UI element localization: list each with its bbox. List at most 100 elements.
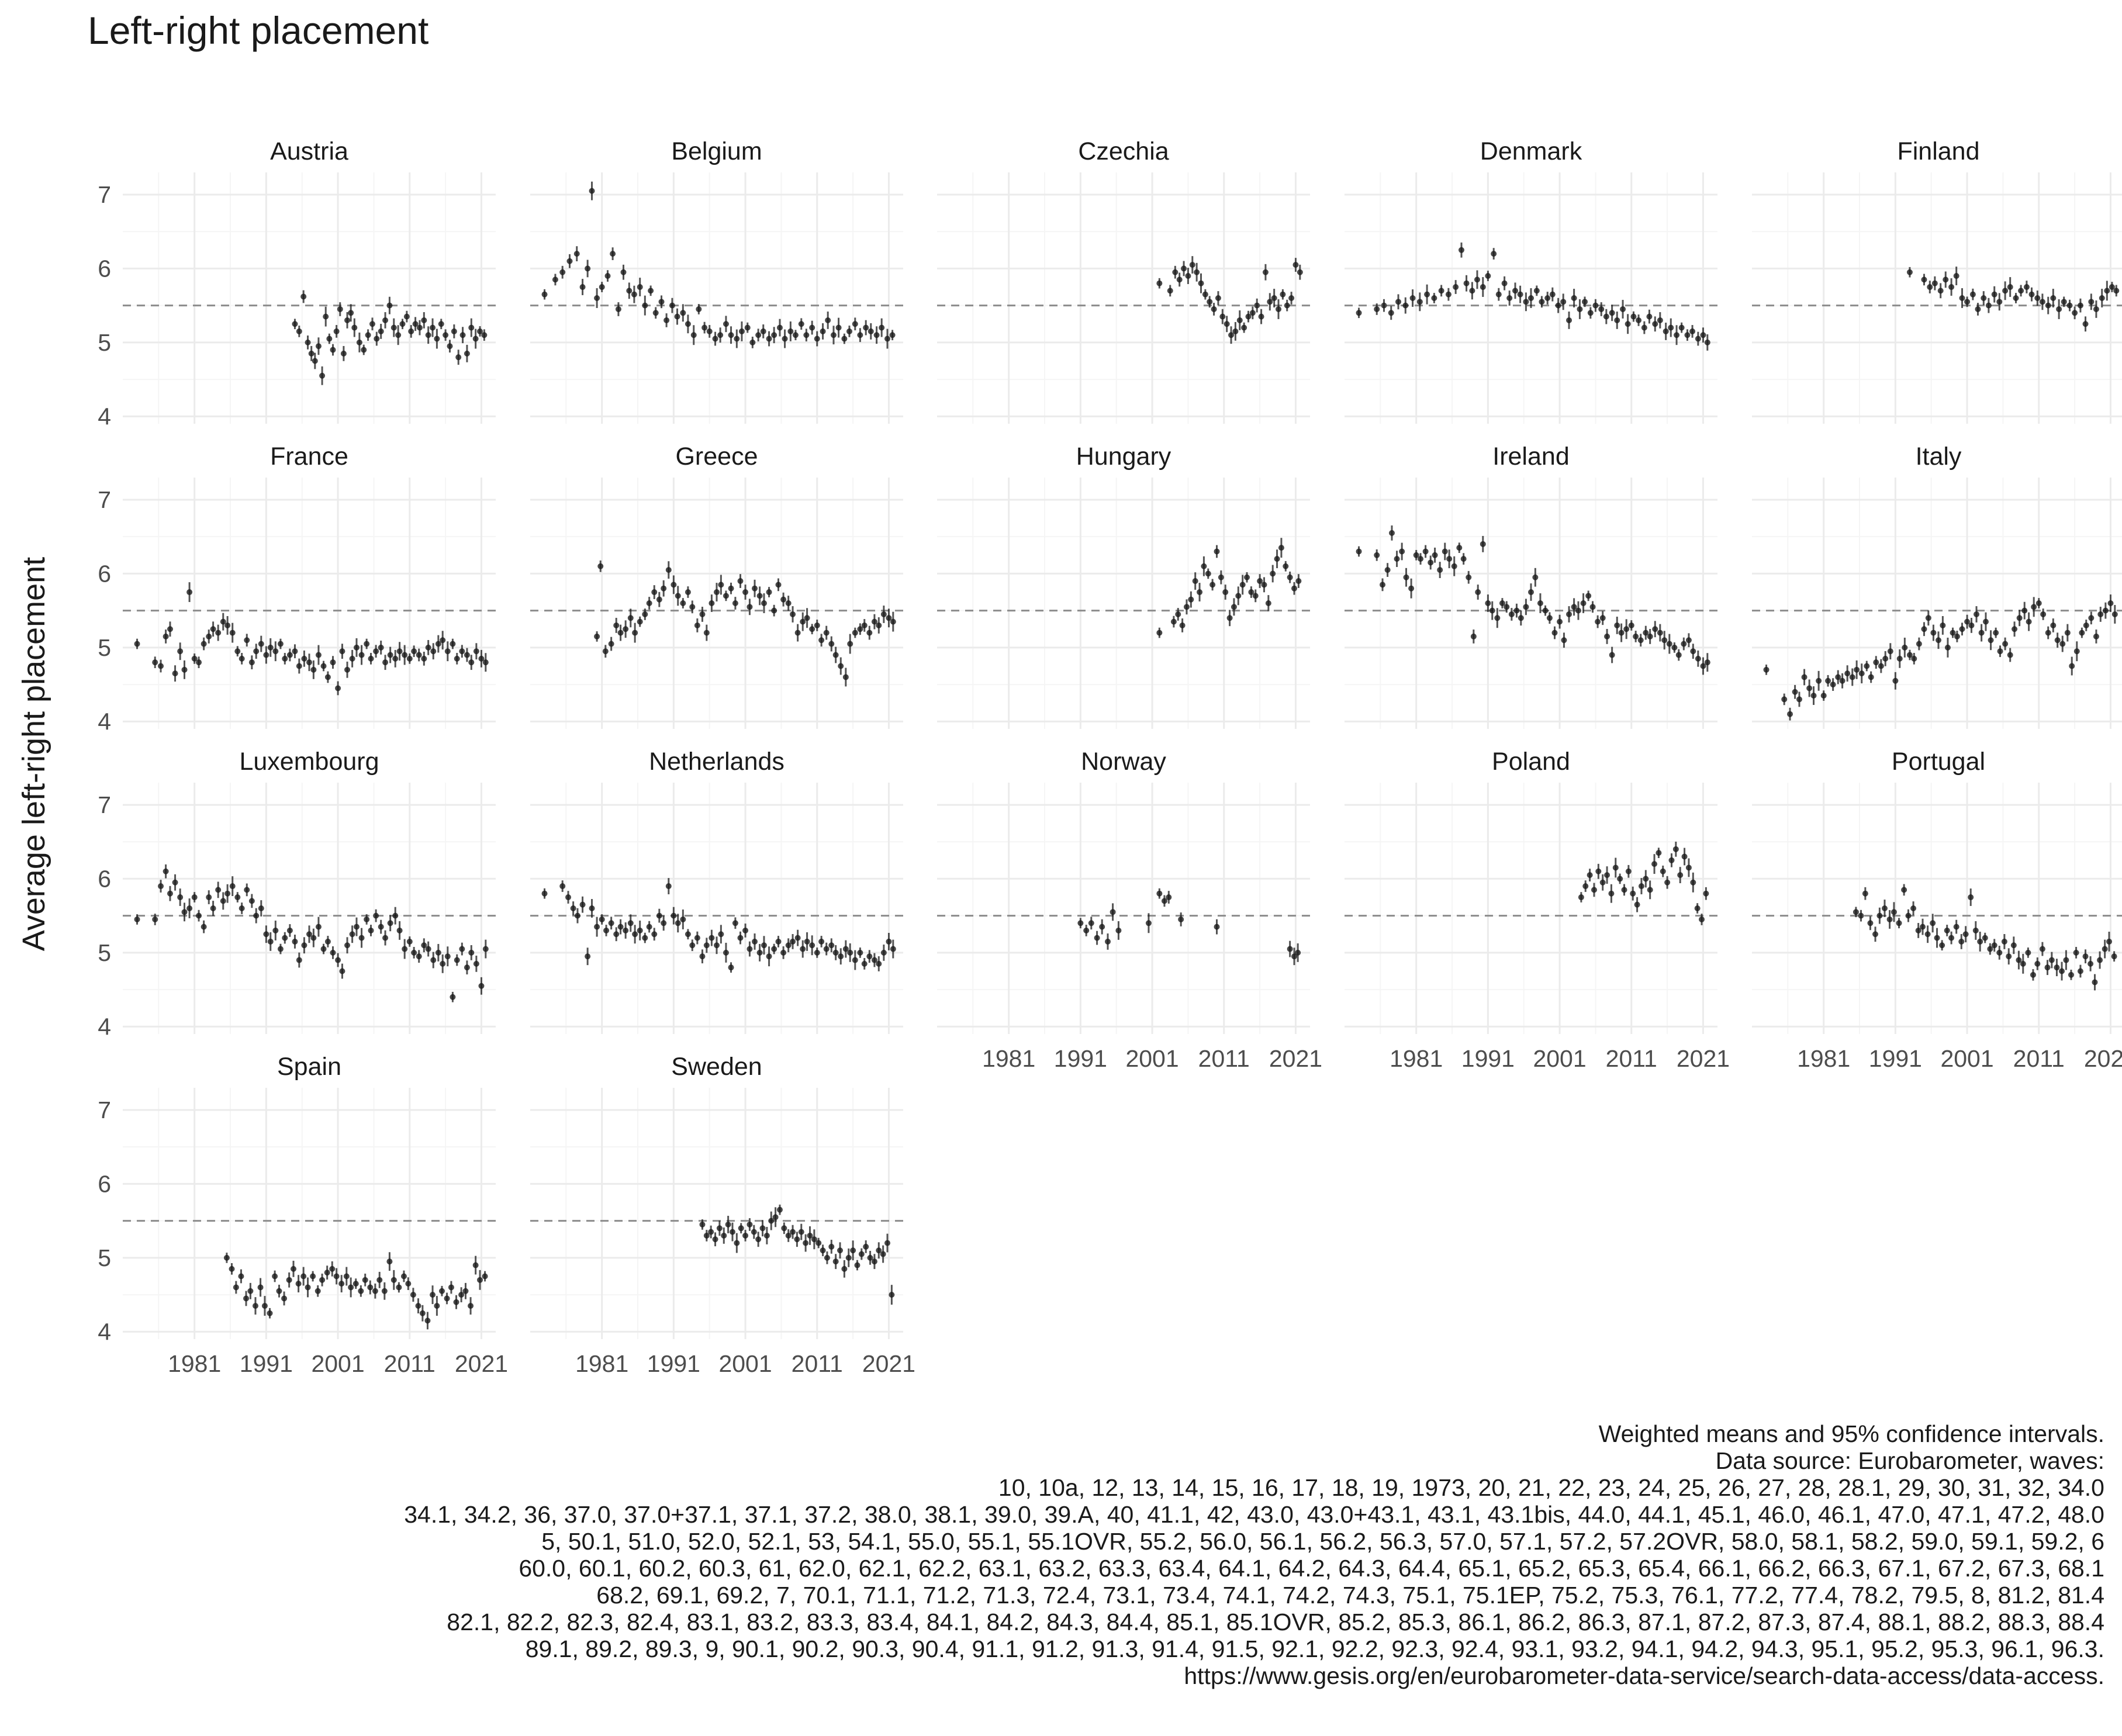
- data-point: [1218, 574, 1224, 580]
- data-point: [756, 949, 763, 956]
- data-point: [1571, 604, 1577, 610]
- data-point: [1494, 615, 1501, 621]
- data-point: [382, 935, 389, 941]
- y-tick-label: 7: [98, 181, 111, 208]
- data-point: [1625, 321, 1631, 327]
- data-point: [1978, 630, 1985, 636]
- data-point: [871, 1258, 877, 1265]
- data-point: [421, 655, 427, 662]
- data-point: [627, 615, 634, 621]
- data-point: [876, 622, 882, 628]
- data-point: [1684, 332, 1691, 338]
- data-point: [889, 1292, 895, 1298]
- data-point: [809, 324, 815, 331]
- x-tick-label: 1981: [575, 1350, 628, 1377]
- x-tick-label: 2011: [792, 1350, 843, 1377]
- data-point: [324, 938, 331, 945]
- data-point: [696, 306, 702, 312]
- data-point: [1792, 689, 1798, 695]
- data-point: [2023, 284, 2030, 291]
- y-tick-label: 4: [98, 1013, 111, 1040]
- data-point: [656, 596, 662, 603]
- data-point: [396, 927, 403, 933]
- data-point: [2099, 295, 2105, 301]
- data-point: [1599, 615, 1606, 621]
- data-point: [709, 600, 715, 606]
- data-point: [253, 912, 260, 919]
- data-point: [1591, 887, 1597, 893]
- data-point: [2040, 611, 2047, 617]
- panel-title: Sweden: [671, 1053, 762, 1081]
- data-point: [871, 618, 877, 625]
- data-point: [252, 1303, 258, 1309]
- data-point: [223, 1254, 230, 1261]
- data-point: [335, 685, 341, 691]
- data-point: [1982, 618, 1989, 625]
- data-point: [1854, 666, 1860, 673]
- data-point: [803, 332, 810, 338]
- panel-luxembourg: Luxembourg 4 5 6 7: [98, 748, 496, 1040]
- data-point: [794, 935, 801, 941]
- data-point: [1927, 284, 1933, 291]
- data-point: [1504, 604, 1510, 610]
- data-point: [1595, 618, 1601, 625]
- data-point: [1638, 883, 1644, 890]
- data-point: [1575, 607, 1581, 614]
- data-point: [2088, 615, 2095, 621]
- data-point: [570, 905, 576, 911]
- data-point: [1249, 310, 1256, 316]
- data-point: [253, 648, 260, 655]
- data-point: [1801, 674, 1807, 680]
- data-point: [809, 626, 815, 632]
- data-point: [632, 630, 638, 636]
- data-point: [1896, 655, 1903, 662]
- data-point: [2093, 633, 2099, 639]
- data-point: [842, 674, 849, 680]
- data-point: [1958, 938, 1965, 945]
- data-point: [637, 927, 643, 933]
- data-point: [603, 927, 610, 933]
- data-point: [300, 1273, 307, 1279]
- data-point: [1930, 630, 1937, 636]
- data-point: [1424, 291, 1430, 298]
- data-point: [749, 339, 756, 345]
- data-point: [594, 924, 600, 930]
- data-point: [454, 957, 460, 963]
- data-point: [1178, 916, 1184, 922]
- data-point: [2079, 630, 2085, 636]
- data-point: [1291, 953, 1298, 960]
- data-point: [744, 324, 751, 331]
- data-point: [478, 983, 485, 989]
- data-point: [723, 593, 729, 599]
- data-point: [1241, 324, 1247, 331]
- data-point: [425, 332, 431, 338]
- data-point: [438, 321, 444, 327]
- data-point: [599, 284, 605, 291]
- data-point: [2045, 302, 2051, 309]
- y-tick-label: 7: [98, 791, 111, 818]
- data-point: [1219, 313, 1226, 320]
- data-point: [1617, 876, 1623, 882]
- data-point: [1911, 655, 1917, 662]
- data-point: [699, 611, 706, 617]
- data-point: [579, 284, 586, 291]
- data-point: [1816, 677, 1822, 684]
- data-point: [1499, 600, 1505, 606]
- data-point: [861, 960, 868, 967]
- data-point: [781, 1225, 787, 1232]
- data-point: [296, 663, 302, 669]
- data-point: [1620, 306, 1626, 312]
- data-point: [402, 652, 408, 658]
- data-point: [1254, 302, 1260, 309]
- data-point: [373, 912, 379, 919]
- data-point: [1512, 288, 1519, 294]
- data-point: [1226, 615, 1233, 621]
- data-point: [1175, 611, 1181, 617]
- data-point: [790, 938, 796, 945]
- data-point: [1873, 659, 1879, 666]
- data-point: [177, 648, 184, 655]
- data-point: [411, 949, 417, 956]
- data-point: [818, 637, 825, 644]
- data-point: [1513, 607, 1520, 614]
- data-point: [694, 935, 700, 941]
